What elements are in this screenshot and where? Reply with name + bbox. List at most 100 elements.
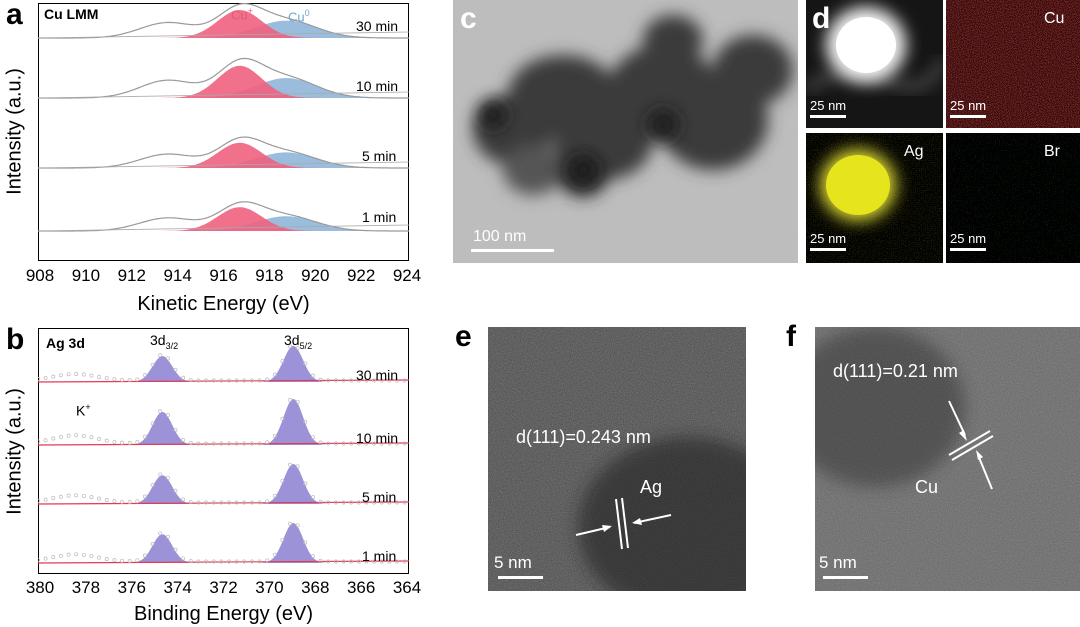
scalebar-label-d1: 25 nm bbox=[810, 98, 847, 113]
cu0-component-2 bbox=[38, 152, 409, 168]
trace-label-b-1: 1 min bbox=[362, 548, 397, 564]
ag3d-raw-points-0 bbox=[38, 344, 407, 383]
cu-plus-component-3 bbox=[38, 207, 409, 231]
chart-b-tick-372: 372 bbox=[209, 578, 238, 597]
chart-a-tick-914: 914 bbox=[163, 266, 192, 285]
cu-plus-component-0 bbox=[38, 10, 409, 38]
chart-a-title: Cu LMM bbox=[44, 6, 99, 22]
peak-label-3d32: 3d3/2 bbox=[150, 332, 179, 351]
eds-tile-ag: Ag 25 nm bbox=[806, 133, 943, 263]
chart-a-tick-916: 916 bbox=[209, 266, 238, 285]
lattice-spacing-e: d(111)=0.243 nm bbox=[516, 427, 651, 447]
trace-label-b-5: 5 min bbox=[362, 489, 397, 505]
panel-label-b: b bbox=[6, 323, 25, 356]
eds-tile-cu: Cu 25 nm bbox=[946, 0, 1080, 128]
cu-plus-component-1 bbox=[38, 65, 409, 98]
scalebar-d2 bbox=[950, 115, 986, 118]
panel-label-e: e bbox=[455, 320, 472, 353]
legend-cu-zero: Cu0 bbox=[288, 8, 310, 25]
scalebar-label-d2: 25 nm bbox=[950, 98, 987, 113]
scalebar-d1 bbox=[810, 115, 846, 118]
ag3d-baseline-2 bbox=[38, 501, 409, 505]
ag3d-trace-1 bbox=[38, 398, 409, 446]
baseline-0 bbox=[38, 31, 409, 39]
ag3d-trace-2 bbox=[38, 462, 409, 505]
chart-a-tick-908: 908 bbox=[25, 266, 55, 285]
trace-label-a-30: 30 min bbox=[356, 18, 399, 34]
chart-b-tick-380: 380 bbox=[25, 578, 55, 597]
ag3d-baseline-1 bbox=[38, 442, 409, 446]
hrtem-image-e: d(111)=0.243 nm Ag 5 nm bbox=[488, 327, 746, 591]
tem-particles bbox=[453, 0, 798, 263]
chart-a-xlabel: Kinetic Energy (eV) bbox=[137, 293, 310, 315]
eds-label-ag: Ag bbox=[904, 143, 924, 160]
ag3d-baseline-3 bbox=[38, 560, 409, 564]
chart-a-tick-920: 920 bbox=[301, 266, 330, 285]
scalebar-label-d4: 25 nm bbox=[950, 231, 987, 246]
ag3d-raw-points-1 bbox=[38, 398, 407, 446]
peak-label-3d52: 3d5/2 bbox=[284, 332, 313, 351]
baseline-3 bbox=[38, 224, 409, 232]
chart-a-tick-924: 924 bbox=[392, 266, 422, 285]
cu0-component-3 bbox=[38, 216, 409, 231]
chart-b-tick-370: 370 bbox=[255, 578, 284, 597]
cu-plus-component-2 bbox=[38, 142, 409, 168]
eds-tile-haadf: 25 nm bbox=[806, 0, 943, 128]
scalebar-label-e: 5 nm bbox=[494, 553, 532, 572]
panel-label-f: f bbox=[786, 320, 796, 353]
tem-image-c: 100 nm bbox=[453, 0, 798, 263]
panel-label-d: d bbox=[812, 2, 831, 35]
chart-a-ylabel: Intensity (a.u.) bbox=[3, 68, 26, 195]
ag3d-fill-3 bbox=[38, 523, 409, 563]
chart-b-traces bbox=[38, 344, 409, 564]
scalebar-f bbox=[823, 576, 868, 579]
scalebar-label-c: 100 nm bbox=[473, 228, 527, 245]
chart-b-xlabel: Binding Energy (eV) bbox=[134, 603, 313, 625]
chart-a-tick-910: 910 bbox=[71, 266, 101, 285]
chart-b-title: Ag 3d bbox=[46, 335, 85, 351]
chart-b-ylabel: Intensity (a.u.) bbox=[3, 388, 26, 515]
ag3d-baseline-0 bbox=[38, 379, 409, 383]
eds-label-br: Br bbox=[1044, 143, 1060, 160]
scalebar-label-d3: 25 nm bbox=[810, 231, 847, 246]
ag3d-trace-3 bbox=[38, 521, 409, 564]
chart-a-frame bbox=[38, 3, 409, 261]
element-label-f: Cu bbox=[915, 477, 939, 497]
scalebar-label-f: 5 nm bbox=[819, 553, 857, 572]
ag3d-fill-1 bbox=[38, 399, 409, 445]
lattice-spacing-f: d(111)=0.21 nm bbox=[833, 361, 958, 381]
chart-b-frame bbox=[38, 328, 409, 574]
trace-label-a-5: 5 min bbox=[362, 148, 397, 164]
hrtem-image-f: d(111)=0.21 nm Cu 5 nm bbox=[815, 327, 1080, 591]
chart-a-tick-918: 918 bbox=[255, 266, 284, 285]
trace-label-a-1: 1 min bbox=[362, 209, 397, 225]
chart-b-tick-378: 378 bbox=[71, 578, 101, 597]
chart-a-plot bbox=[38, 3, 409, 232]
chart-a-tick-912: 912 bbox=[117, 266, 146, 285]
eds-label-cu: Cu bbox=[1044, 10, 1065, 27]
ag3d-fill-0 bbox=[38, 346, 409, 382]
baseline-2 bbox=[38, 161, 409, 169]
cu0-component-1 bbox=[38, 78, 409, 98]
chart-b-tick-366: 366 bbox=[346, 578, 376, 597]
scalebar-e bbox=[498, 576, 543, 579]
chart-b-tick-374: 374 bbox=[163, 578, 192, 597]
eds-tile-br: Br 25 nm bbox=[946, 133, 1080, 263]
trace-label-a-10: 10 min bbox=[356, 78, 399, 94]
annotation-k-plus: K+ bbox=[76, 402, 91, 419]
chart-a-tick-922: 922 bbox=[346, 266, 376, 285]
scalebar-d3 bbox=[810, 248, 846, 251]
ag3d-raw-points-3 bbox=[38, 521, 407, 564]
trace-label-b-30: 30 min bbox=[356, 367, 399, 383]
chart-b-tick-364: 364 bbox=[392, 578, 422, 597]
chart-b-plot bbox=[38, 344, 409, 564]
scalebar-c bbox=[471, 249, 554, 252]
ag3d-trace-0 bbox=[38, 344, 409, 383]
panel-label-c: c bbox=[460, 2, 477, 35]
chart-b-tick-368: 368 bbox=[301, 578, 330, 597]
panel-label-a: a bbox=[6, 0, 23, 31]
legend-cu-plus: Cu+ bbox=[231, 6, 253, 23]
chart-a-traces bbox=[38, 3, 409, 232]
element-label-e: Ag bbox=[640, 477, 663, 497]
scalebar-d4 bbox=[950, 248, 986, 251]
